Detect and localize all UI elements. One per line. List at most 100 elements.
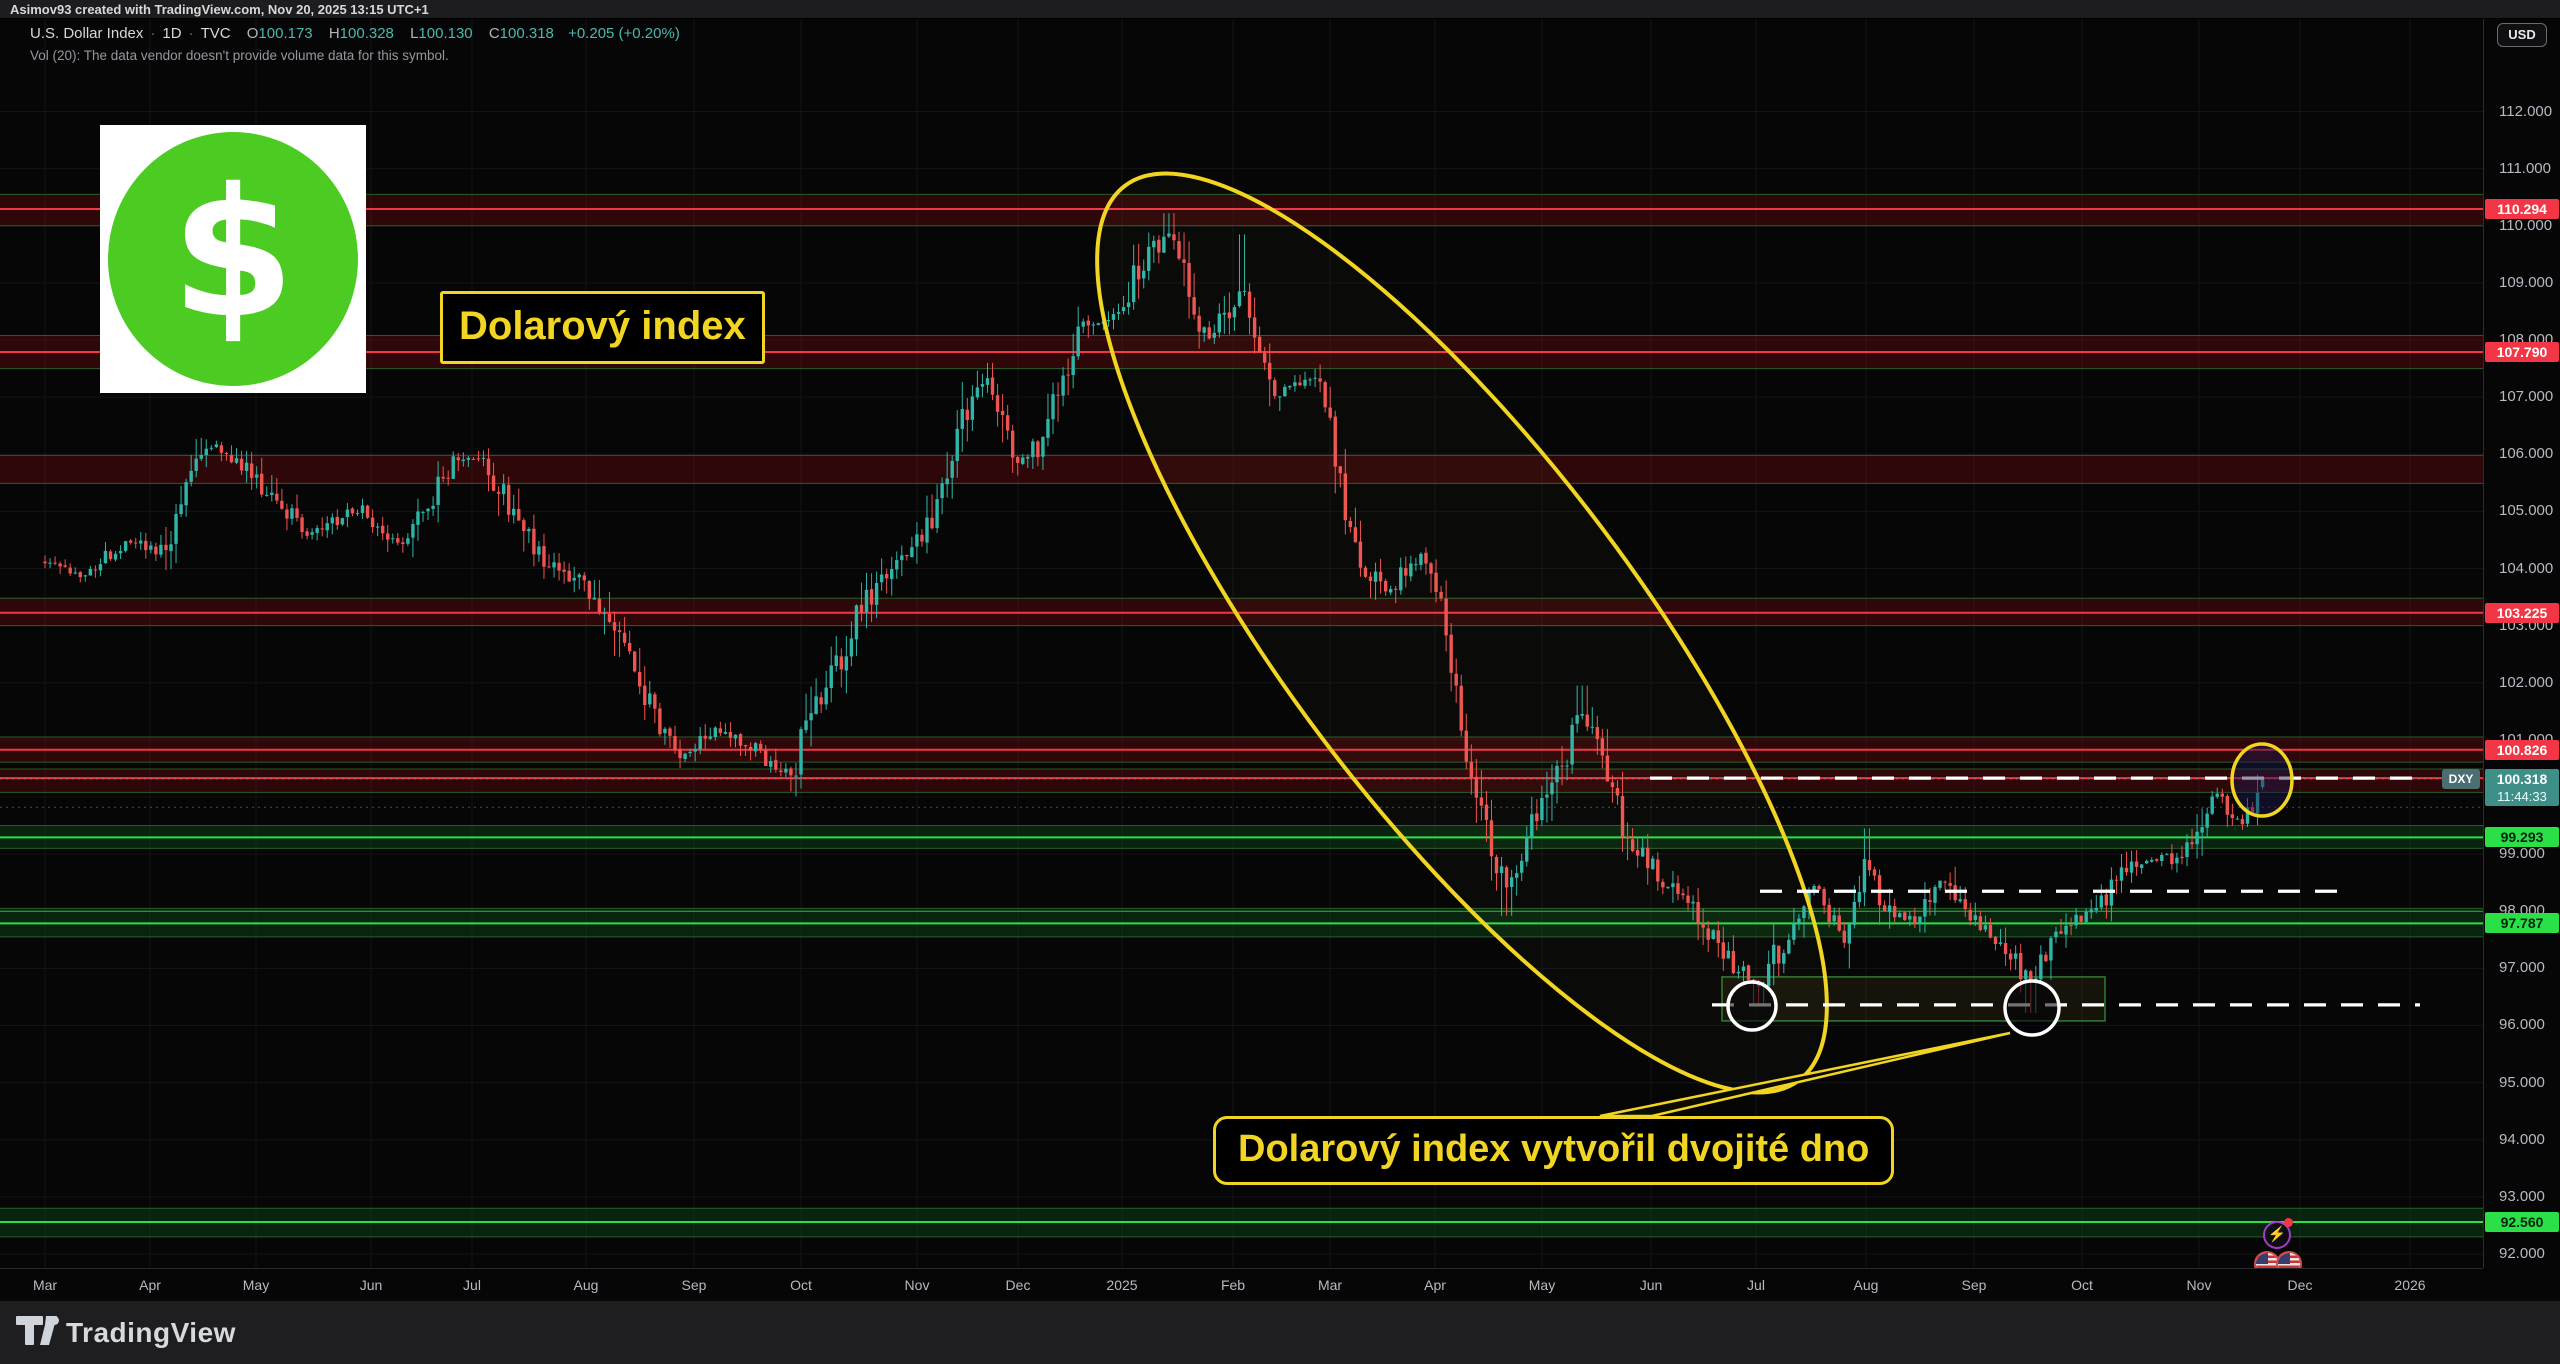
candle-body [2039,954,2043,980]
candle-body [1978,916,1983,931]
candle-body [1409,563,1413,577]
candle-body [1988,924,1993,938]
candle-body [2008,953,2013,960]
candle-body [1630,839,1635,852]
candle-body [1383,580,1388,592]
candle-body [678,748,682,759]
candle-body [1283,386,1287,397]
candle-body [1862,859,1867,893]
flag-canton [2278,1253,2290,1264]
price-tick-label: 105.000 [2499,502,2554,520]
candle-body [1484,804,1489,821]
candle-body [648,693,652,705]
candle-body [234,458,239,463]
candle-body [920,534,924,542]
candle-body [73,572,77,574]
candle-body [1575,715,1579,724]
candle-body [1580,714,1584,716]
candle-body [895,560,899,570]
currency-toggle-button[interactable]: USD [2497,23,2547,47]
candle-body [1056,394,1060,396]
breakout-circle[interactable] [2230,742,2294,818]
candle-body [1167,233,1171,237]
candle-body [1812,885,1816,892]
candle-body [1252,317,1257,338]
candle-body [627,642,632,652]
symbol-name[interactable]: U.S. Dollar Index [30,25,144,42]
candle-body [406,538,410,544]
candle-body [2124,867,2129,873]
time-tick-label: Feb [1220,1277,1246,1293]
double-bottom-circle[interactable] [2003,979,2061,1037]
annotation-label-double-bottom[interactable]: Dolarový index vytvořil dvojité dno [1213,1116,1895,1185]
close-label: C [488,25,500,42]
candle-body [1968,910,1972,921]
price-tick-label: 110.000 [2499,216,2553,234]
candle-body [930,517,934,529]
candle-body [295,508,299,518]
candle-body [884,574,889,579]
change-value: +0.205 (+0.20%) [568,25,680,42]
candle-body [506,484,511,515]
time-axis[interactable]: Mar Apr May Jun Jul Aug Sep Oct Nov Dec 2025 Feb Mar… [0,1268,2483,1301]
candle-body [1414,564,1418,566]
candle-body [1973,915,1978,921]
candle-body [1227,312,1232,319]
price-tick-label: 97.000 [2499,959,2545,977]
candle-body [1247,291,1252,318]
candle-body [1797,918,1801,925]
candle-body [784,768,788,773]
annotation-label-dollar-index[interactable]: Dolarový index [440,291,765,364]
candle-body [1817,886,1821,889]
candle-body [1081,321,1085,327]
candle-body [1620,796,1625,837]
chart-area[interactable]: U.S. Dollar Index · 1D · TVC O100.173 H100.3… [0,0,2483,1301]
price-tick-label: 104.000 [2499,559,2554,577]
candle-body [819,697,823,705]
candle-body [2195,831,2199,845]
candle-body [935,499,939,529]
timeframe-label[interactable]: 1D [162,25,182,42]
candle-body [2013,953,2018,959]
economic-event-lightning-icon[interactable]: ⚡ [2263,1221,2291,1249]
price-tick-label: 93.000 [2499,1187,2545,1205]
candle-body [1711,930,1715,940]
downtrend-ellipse[interactable] [985,80,1939,1185]
candle-body [2180,856,2184,859]
candle-body [693,748,697,752]
tradingview-logo-icon[interactable] [16,1316,62,1352]
candle-body [1908,915,1912,920]
candle-body [915,534,919,547]
candle-body [2029,971,2033,980]
level-price-label: 99.293 [2485,827,2559,848]
candle-body [2205,813,2209,828]
candle-body [48,562,52,564]
price-axis[interactable]: USD 100.318 11:44:33 92.000 93.000 94.000 9… [2483,19,2560,1268]
time-tick-label: Sep [681,1277,707,1293]
candle-body [265,494,269,496]
candle-body [1489,820,1494,857]
candle-body [179,504,183,515]
candle-body [1847,924,1852,944]
current-price-value: 100.318 [2496,770,2548,787]
candle-body [1913,916,1917,925]
candle-body [219,445,224,453]
candle-body [774,760,778,770]
candle-body [995,395,1000,412]
candle-body [622,632,627,643]
candle-body [1903,912,1907,920]
candle-body [1323,382,1327,408]
price-chart-canvas[interactable] [0,0,2483,1300]
candle-body [2190,842,2194,845]
tradingview-wordmark[interactable]: TradingView [66,1317,236,1348]
candle-body [1257,336,1262,353]
candle-body [1404,568,1408,576]
double-bottom-circle[interactable] [1726,980,1778,1032]
candle-body [1766,963,1771,987]
candle-body [1016,456,1020,463]
candle-body [290,508,294,519]
exchange-label: TVC [200,25,231,42]
candle-body [2034,978,2038,981]
candle-body [738,734,743,746]
